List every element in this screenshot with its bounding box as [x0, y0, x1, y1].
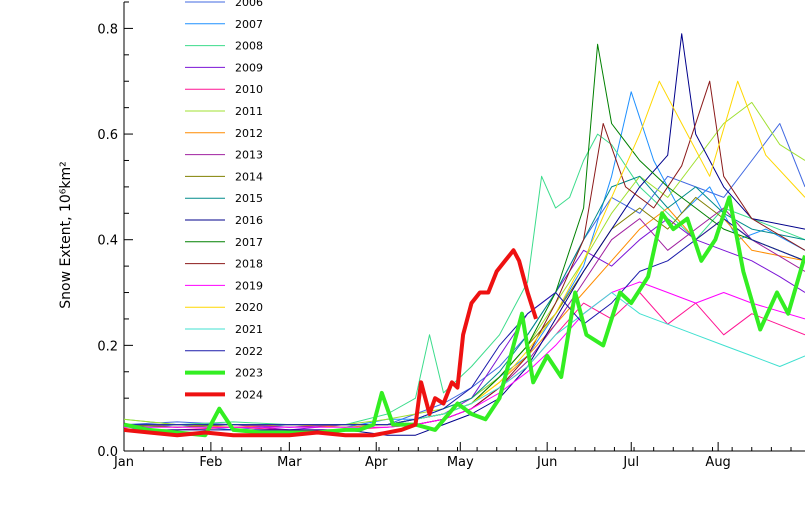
legend: 2006 2007 2008 2009 2010 2011 2012 2013 2014 2015… [185, 0, 263, 401]
series-line-2019 [124, 281, 805, 428]
series-line-2024 [124, 248, 538, 438]
legend-label-2010: 2010 [235, 83, 263, 96]
plot-series [124, 33, 805, 438]
x-tick-label: Aug [705, 455, 730, 470]
legend-label-2024: 2024 [235, 388, 263, 401]
series-line-2011 [124, 101, 805, 426]
legend-label-2013: 2013 [235, 149, 263, 162]
legend-label-2016: 2016 [235, 214, 263, 227]
series-line-2006 [124, 123, 805, 428]
y-tick-label: 0.8 [97, 22, 118, 37]
legend-label-2011: 2011 [235, 105, 263, 118]
legend-label-2017: 2017 [235, 236, 263, 249]
y-tick-label: 0.4 [97, 234, 118, 249]
y-tick-label: 0.0 [97, 445, 118, 460]
y-tick-label: 0.6 [97, 128, 118, 143]
legend-label-2022: 2022 [235, 345, 263, 358]
x-tick-label: Mar [277, 455, 302, 470]
series-line-2013 [124, 207, 805, 428]
legend-label-2012: 2012 [235, 127, 263, 140]
legend-label-2019: 2019 [235, 279, 263, 292]
series-line-2012 [124, 207, 805, 428]
series-line-2023 [124, 195, 805, 438]
legend-label-2014: 2014 [235, 170, 263, 183]
x-tick-label: Jun [536, 455, 557, 470]
series-line-2022 [124, 218, 805, 426]
x-tick-label: Feb [199, 455, 222, 470]
series-line-2021 [124, 292, 805, 426]
legend-label-2006: 2006 [235, 0, 263, 9]
legend-label-2020: 2020 [235, 301, 263, 314]
axes: 0.0 0.2 0.4 0.6 0.8 Jan Feb Mar Apr May Jun Jul Aug [97, 1, 805, 470]
legend-label-2007: 2007 [235, 18, 263, 31]
legend-label-2021: 2021 [235, 323, 263, 336]
series-line-2008 [124, 133, 805, 426]
x-tick-label: May [447, 455, 474, 470]
x-tick-label: Apr [365, 455, 388, 470]
legend-label-2008: 2008 [235, 40, 263, 53]
legend-label-2023: 2023 [235, 367, 263, 380]
legend-label-2018: 2018 [235, 258, 263, 271]
y-axis-label: Snow Extent, 10⁶km² [58, 161, 74, 309]
y-tick-label: 0.2 [97, 339, 118, 354]
legend-label-2009: 2009 [235, 61, 263, 74]
x-tick-label: Jul [622, 455, 639, 470]
legend-label-2015: 2015 [235, 192, 263, 205]
x-tick-label: Jan [113, 455, 134, 470]
